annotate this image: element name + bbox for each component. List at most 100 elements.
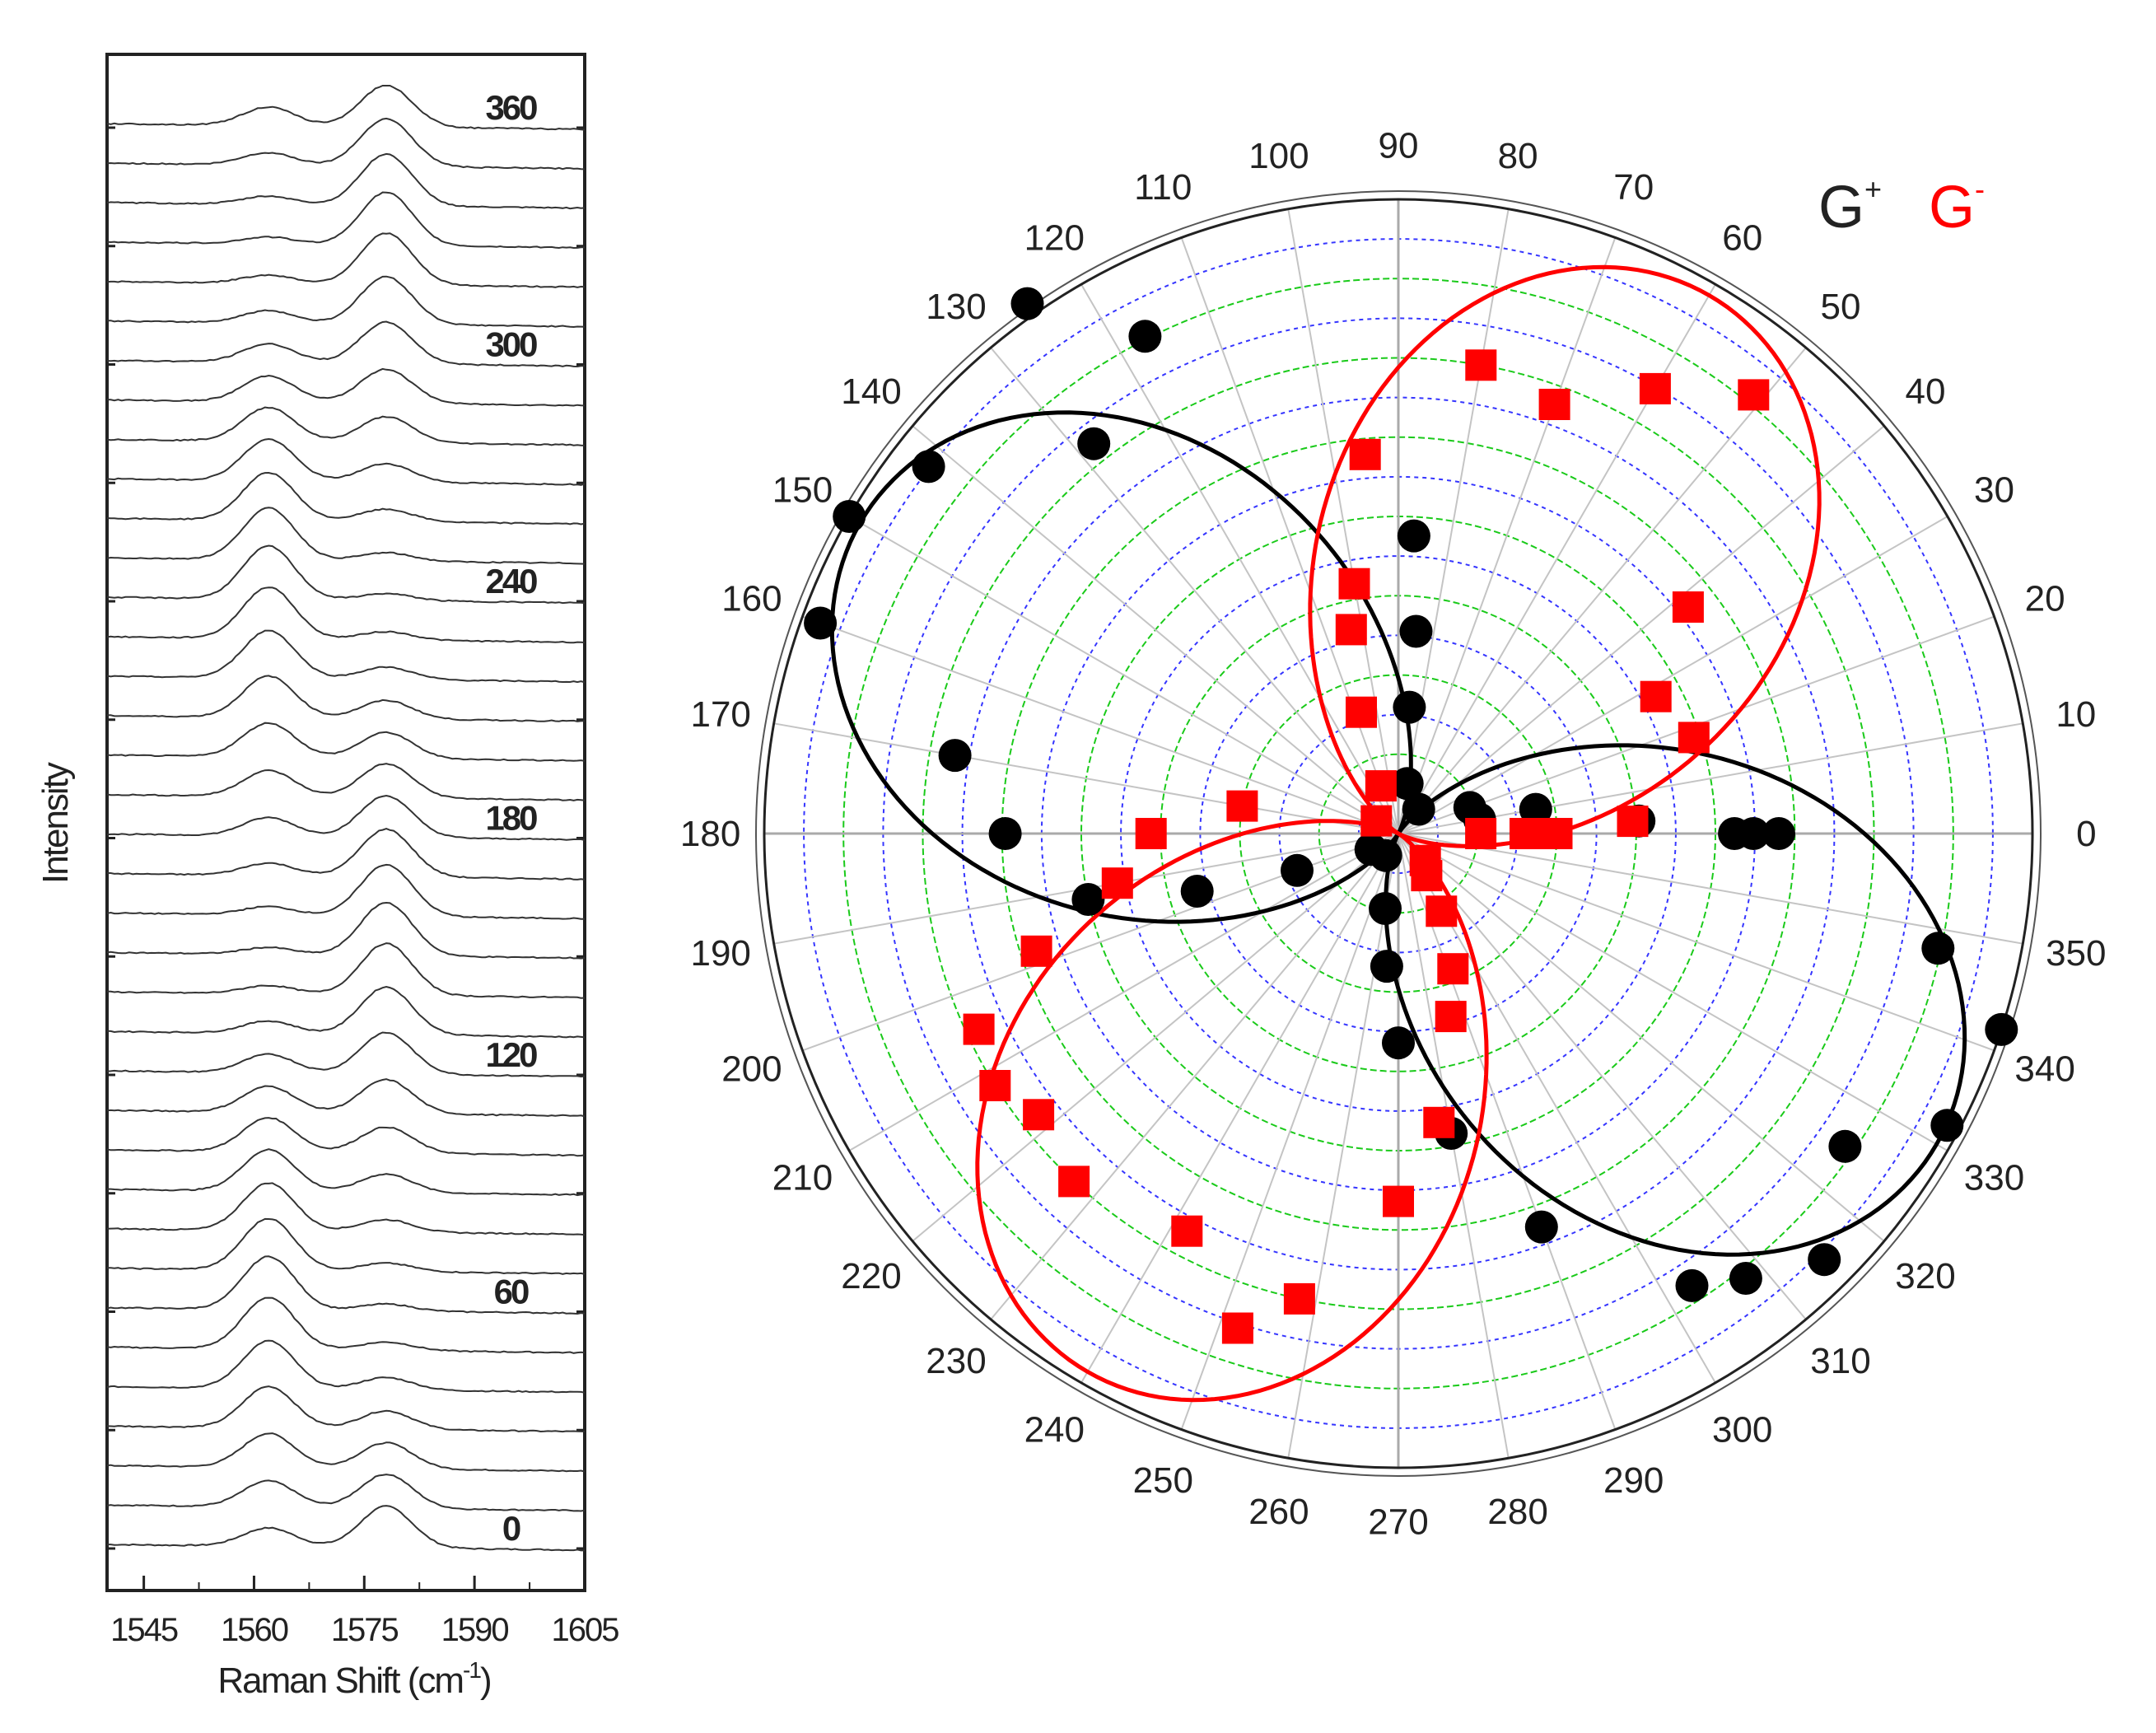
spectrum-angle-label-360: 360 [485, 88, 537, 127]
spectrum-200 [106, 722, 586, 762]
polar-angle-label-230: 230 [926, 1341, 986, 1381]
legend-g-plus-sup: + [1864, 172, 1882, 206]
polar-spoke-220 [912, 833, 1399, 1242]
polar-angle-label-270: 270 [1368, 1502, 1428, 1542]
spectrum-290 [106, 367, 586, 407]
spectrum-angle-label-120: 120 [485, 1035, 537, 1074]
legend-g-plus-label: G [1818, 175, 1864, 241]
polar-angle-label-90: 90 [1379, 126, 1419, 166]
spectrum-80 [106, 1182, 586, 1236]
spectrum-70 [107, 1217, 586, 1275]
polar-spoke-290 [1398, 833, 1617, 1430]
polar-angle-label-110: 110 [1134, 167, 1192, 208]
point-G--35 [1409, 844, 1441, 876]
polar-angle-label-140: 140 [841, 371, 901, 412]
polar-spoke-100 [1287, 208, 1399, 834]
polar-angle-label-240: 240 [1024, 1410, 1085, 1450]
polar-angle-label-260: 260 [1248, 1492, 1309, 1532]
spectrum-0 [107, 1505, 585, 1552]
polar-spoke-350 [1398, 833, 2023, 945]
point-G--28 [1283, 1282, 1315, 1315]
polar-angle-label-120: 120 [1024, 218, 1085, 259]
point-G--4 [1617, 806, 1649, 838]
spectrum-350 [106, 117, 586, 170]
spectrum-60 [106, 1255, 586, 1315]
point-G--10 [1538, 389, 1570, 420]
point-G--12 [1349, 438, 1381, 470]
point-G--22 [963, 1013, 995, 1045]
point-G--25 [1058, 1165, 1090, 1198]
polar-angle-label-40: 40 [1906, 371, 1946, 412]
point-G+-12 [1128, 320, 1162, 353]
point-G+-6 [1453, 791, 1486, 824]
point-G+-32 [1808, 1243, 1841, 1277]
polar-fit-curves [829, 264, 1967, 1403]
spectrum-240 [106, 544, 586, 605]
point-G--16 [1365, 770, 1397, 802]
point-G--15 [1346, 696, 1377, 728]
polar-plot-panel: 0 10 20 30 40 50 60 70 80 90 100 110 120 130 140 150 160… [680, 126, 2107, 1543]
polar-spoke-230 [990, 833, 1399, 1320]
spectrum-angle-label-180: 180 [485, 799, 537, 838]
polar-angle-label-130: 130 [926, 287, 986, 327]
polar-angle-label-180: 180 [680, 814, 740, 854]
spectra-xtick-labels: 1545 1560 1575 1590 1605 [110, 1612, 620, 1648]
polar-spoke-260 [1287, 833, 1399, 1459]
polar-spoke-70 [1398, 237, 1617, 834]
polar-angle-label-280: 280 [1487, 1492, 1547, 1532]
spectrum-120 [106, 1031, 586, 1078]
point-G--14 [1335, 614, 1367, 646]
point-G--30 [1423, 1106, 1455, 1138]
polar-data-points [804, 287, 2018, 1344]
spectrum-140 [106, 942, 586, 999]
polar-outer-ring [755, 190, 2042, 1477]
spectrum-270 [106, 437, 586, 486]
polar-spoke-50 [1398, 347, 1807, 834]
spectrum-100 [106, 1117, 586, 1157]
point-G+-26 [1370, 950, 1403, 983]
point-G--23 [979, 1070, 1011, 1101]
point-G+-2 [1762, 817, 1795, 850]
polar-spoke-210 [848, 833, 1399, 1151]
point-G--6 [1640, 680, 1672, 712]
point-G+-29 [1524, 1210, 1558, 1244]
x-tick-label-1605: 1605 [552, 1612, 619, 1648]
point-G--33 [1426, 895, 1458, 927]
point-G--9 [1639, 372, 1671, 404]
point-G+-34 [1930, 1109, 1964, 1142]
polar-angle-label-0: 0 [2076, 814, 2096, 854]
point-G+-15 [912, 450, 945, 483]
point-G+-25 [1369, 892, 1402, 925]
spectrum-angle-label-60: 60 [494, 1273, 529, 1311]
spectrum-10 [106, 1474, 586, 1512]
point-G+-35 [1985, 1012, 2018, 1046]
polar-angle-label-70: 70 [1613, 167, 1654, 208]
spectrum-180 [106, 794, 586, 841]
polar-angle-label-340: 340 [2014, 1049, 2074, 1090]
spectrum-210 [106, 675, 586, 722]
polar-spoke-160 [802, 615, 1399, 834]
polar-angle-label-100: 100 [1248, 136, 1309, 176]
polar-angle-label-320: 320 [1895, 1256, 1955, 1296]
point-G+-1 [1737, 817, 1771, 850]
polar-angle-label-210: 210 [772, 1158, 833, 1198]
spectrum-310 [107, 275, 586, 329]
polar-spoke-150 [848, 516, 1399, 834]
point-G+-21 [1180, 875, 1214, 908]
spectrum-40 [106, 1339, 586, 1394]
polar-spoke-170 [773, 722, 1399, 834]
point-G--11 [1465, 349, 1497, 381]
spectrum-150 [106, 901, 586, 960]
spectrum-30 [106, 1385, 586, 1433]
point-G--19 [1135, 818, 1167, 849]
point-G+-33 [1828, 1129, 1862, 1163]
point-G+-14 [1077, 427, 1111, 460]
point-G--17 [1360, 805, 1393, 837]
legend-g-plus: G+ [1818, 172, 1882, 241]
point-G+-20 [1071, 883, 1105, 916]
point-G--26 [1171, 1215, 1203, 1247]
point-G+-11 [1397, 519, 1430, 553]
spectrum-360 [106, 85, 586, 131]
spectrum-330 [106, 191, 585, 250]
